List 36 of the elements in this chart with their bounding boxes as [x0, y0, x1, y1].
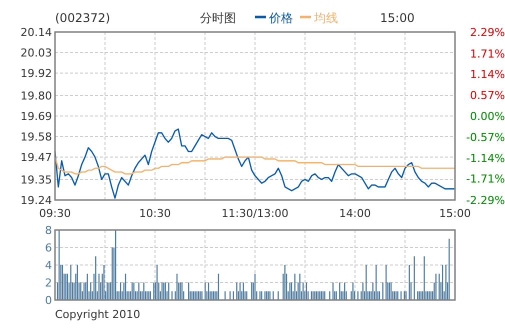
y-tick-label: 19.69 — [20, 110, 52, 123]
legend-label: 均线 — [313, 11, 338, 25]
text: Copyright 2010 — [55, 308, 140, 321]
y2-tick-label: -2.29% — [466, 194, 505, 207]
y2-tick-label: -0.57% — [466, 130, 505, 144]
y-tick-label: 19.24 — [20, 194, 52, 207]
line-series — [54, 156, 456, 175]
legend-label: 价格 — [268, 11, 293, 25]
text: 15:00 — [380, 11, 415, 25]
y2-tick-label: 1.71% — [470, 47, 505, 60]
y-tick-label: 19.80 — [20, 89, 52, 102]
y2-tick-label: 0.00% — [470, 110, 505, 123]
chart-subtitle: 分时图 — [200, 11, 236, 25]
y-tick-label: 19.35 — [20, 173, 52, 186]
y-tick-label: 8 — [45, 224, 52, 237]
x-tick-label: 09:30 — [39, 207, 71, 220]
x-tick-label: 10:30 — [139, 207, 171, 220]
x-tick-label: 14:00 — [339, 207, 371, 220]
y2-tick-label: 1.14% — [470, 68, 505, 82]
y2-tick-label: 2.29% — [470, 26, 505, 39]
y-tick-label: 19.92 — [20, 67, 52, 80]
y-tick-label: 0 — [45, 294, 52, 307]
y-tick-label: 2 — [45, 276, 52, 290]
x-tick-label: 15:00 — [439, 207, 471, 220]
x-tick-label: 11:30/13:00 — [221, 207, 289, 220]
chart-title: (002372) — [55, 11, 110, 25]
y2-tick-label: -1.14% — [466, 152, 505, 165]
y-tick-label: 4 — [45, 259, 52, 272]
y2-tick-label: -1.71% — [466, 172, 505, 186]
y-tick-label: 19.58 — [20, 130, 52, 144]
y-tick-label: 20.03 — [20, 46, 52, 60]
y-tick-label: 19.47 — [20, 151, 52, 164]
y-tick-label: 6 — [45, 242, 52, 254]
line-series — [54, 128, 456, 199]
y2-tick-label: 0.57% — [470, 89, 505, 102]
y-tick-label: 20.14 — [20, 26, 52, 39]
